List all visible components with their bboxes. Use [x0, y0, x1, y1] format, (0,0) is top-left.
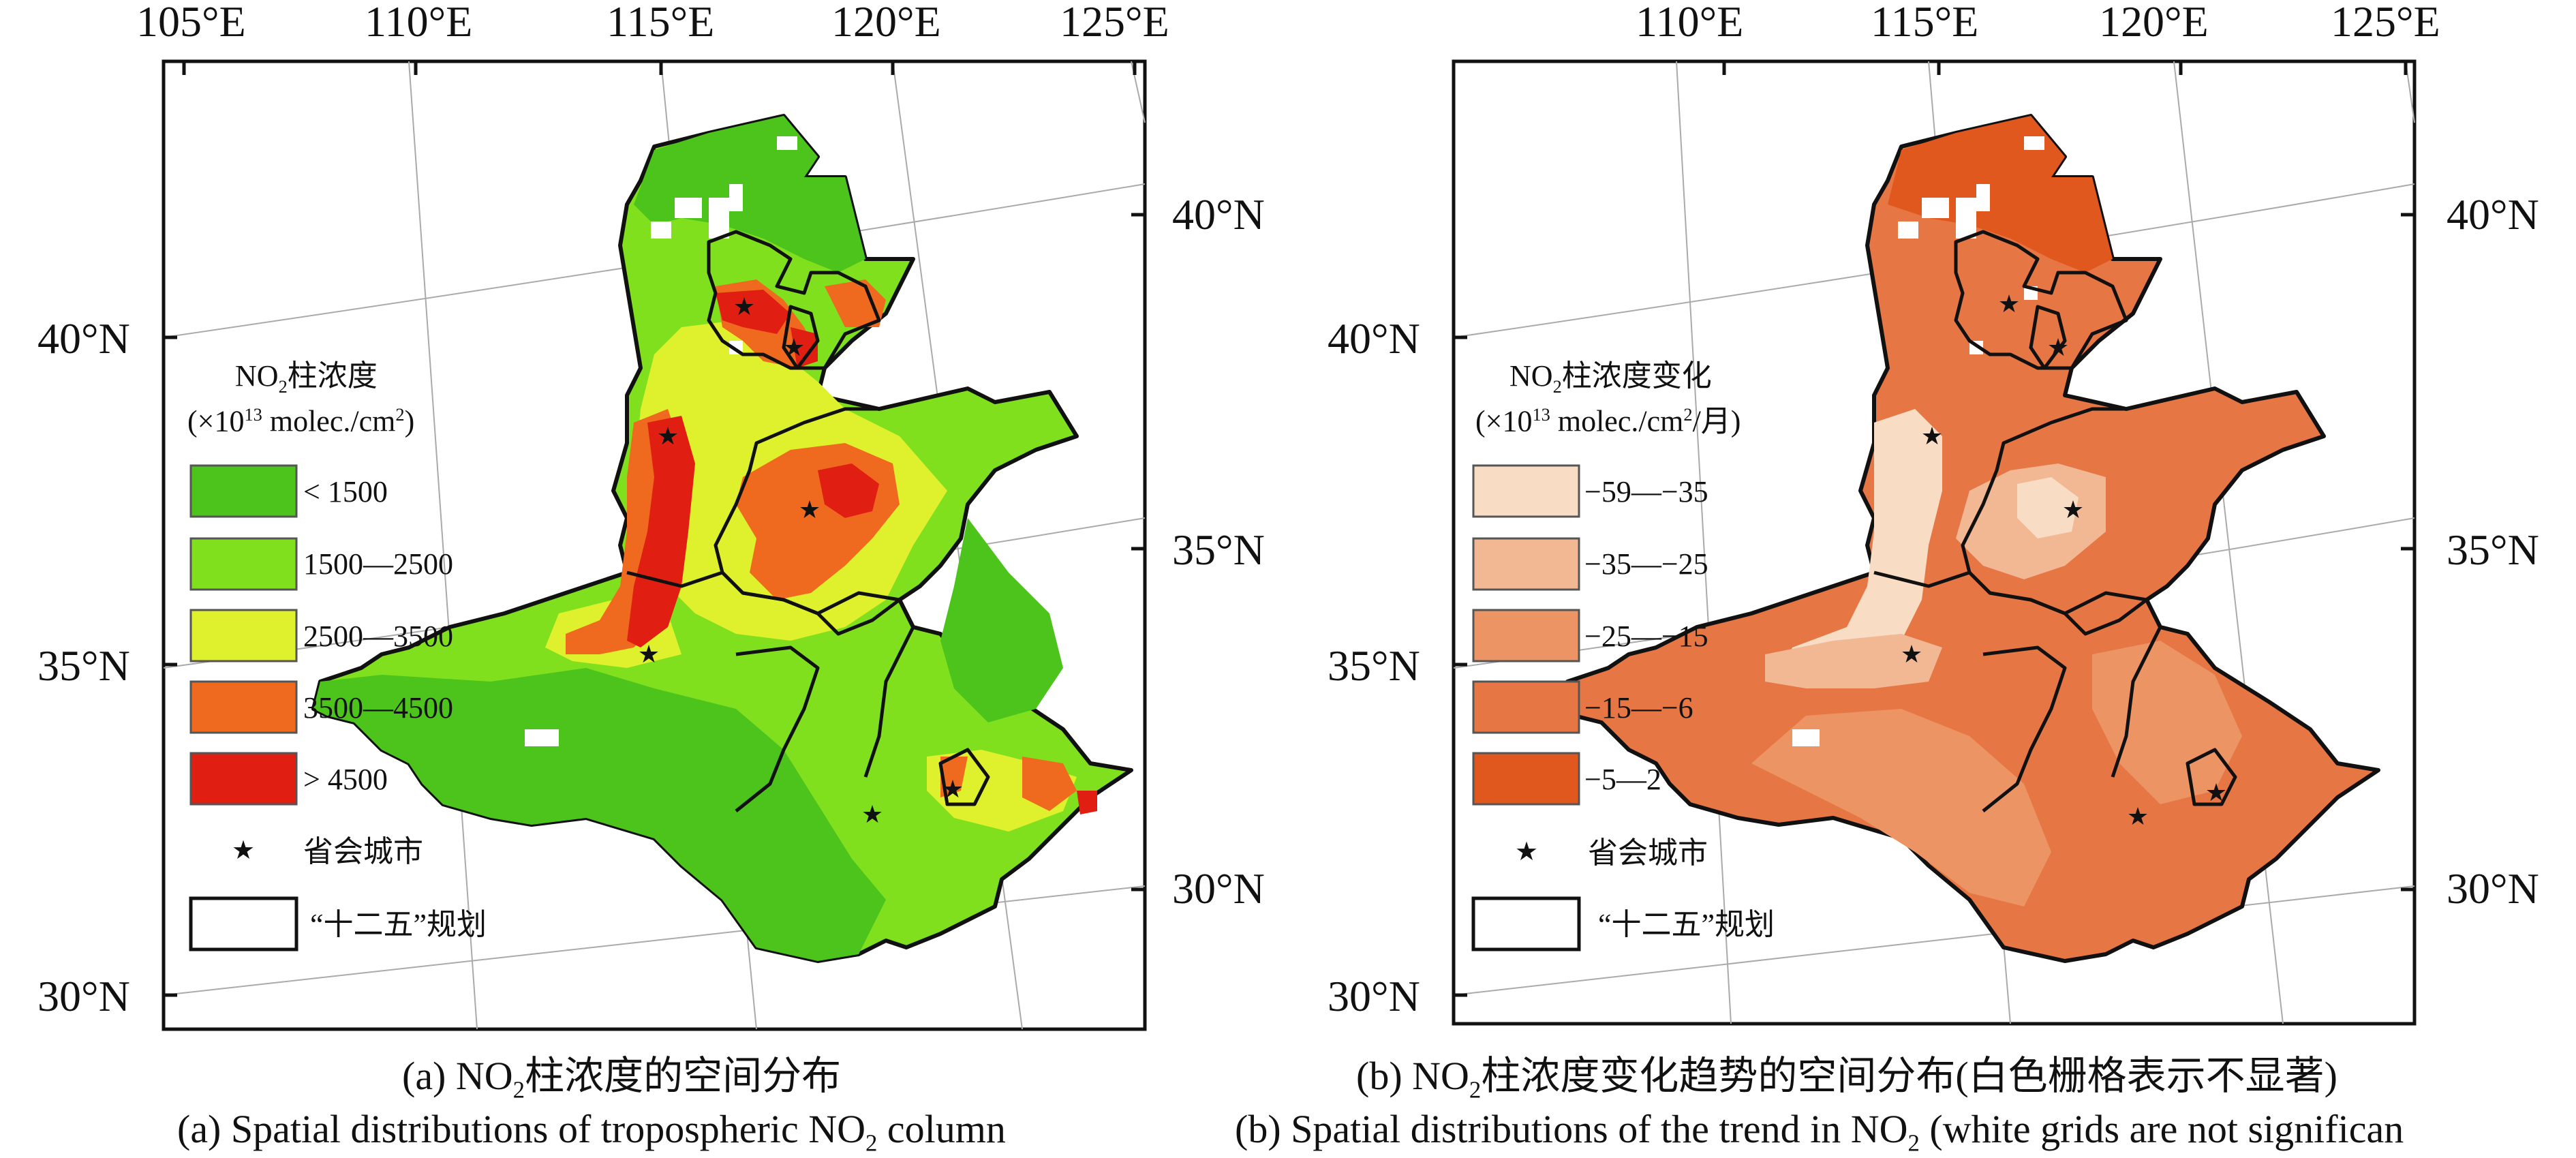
legend-label-b: −35—−25 [1584, 547, 1708, 581]
city-star-b: ★ [2127, 803, 2149, 830]
city-star-a: ★ [657, 423, 679, 450]
orange-ne-a [825, 279, 886, 327]
lon-label-a: 120°E [831, 0, 941, 46]
orange-far-se-a [1022, 757, 1077, 811]
red-west-a [627, 416, 695, 647]
legend-label-a: 2500—3500 [303, 620, 453, 653]
light-west-b [1779, 409, 1942, 682]
legend-city-label-b: 省会城市 [1588, 836, 1708, 870]
orange-se-a [940, 757, 968, 797]
east-dark-green-a [940, 518, 1063, 722]
map-panel-b: ★ ★ ★ ★ ★ ★ ★ ★ [1452, 59, 2417, 1026]
legend-swatch-b-0 [1472, 464, 1580, 518]
mid-east-b [2092, 641, 2242, 804]
lat-label-left-b: 40°N [1328, 314, 1420, 363]
ticks-b [1454, 61, 2414, 997]
red-central-a [818, 463, 879, 518]
legend-plan-label-b: “十二五”规划 [1598, 908, 1775, 941]
light-center-b [2017, 477, 2079, 538]
legend-label-a: < 1500 [303, 475, 388, 508]
city-star-b: ★ [1921, 423, 1943, 450]
legend-swatches-a [189, 464, 298, 951]
lat-label-left-a: 30°N [37, 972, 130, 1020]
legend-label-a: > 4500 [303, 763, 388, 796]
legend-title-b: NO2柱浓度变化 [1509, 359, 1712, 397]
lat-label-right-a: 35°N [1172, 525, 1265, 574]
lon-label-b: 110°E [1636, 0, 1744, 46]
lat-label-right-a: 30°N [1172, 864, 1265, 913]
legend-plan-box-a [189, 896, 298, 951]
lat-label-left-b: 35°N [1328, 641, 1420, 690]
legend-swatch-a-3 [189, 680, 298, 734]
city-star-b: ★ [2205, 779, 2227, 806]
lat-label-left-a: 40°N [37, 314, 130, 363]
legend-label-b: −5—2 [1584, 763, 1661, 796]
city-stars-a: ★ ★ ★ ★ ★ ★ ★ [638, 293, 964, 828]
lon-label-b: 120°E [2099, 0, 2209, 46]
red-tianjin-a [791, 327, 818, 368]
legend-city-label-a: 省会城市 [303, 835, 423, 868]
south-dark-green-a [313, 668, 886, 961]
red-beijing-a [716, 290, 791, 334]
legend-label-b: −25—−15 [1584, 620, 1708, 653]
light-band-b [1765, 634, 1942, 688]
province-borders-b [1873, 230, 2326, 812]
caption-zh-a: (a) NO2柱浓度的空间分布 [402, 1054, 842, 1103]
legend-swatch-a-2 [189, 609, 298, 662]
legend-swatch-b-1 [1472, 537, 1580, 591]
lon-label-b: 115°E [1871, 0, 1979, 46]
dark-orange-north-b [1888, 116, 2113, 273]
lat-label-left-b: 30°N [1328, 972, 1420, 1020]
city-star-a: ★ [638, 641, 660, 668]
white-gaps-b [1792, 136, 2044, 746]
legend-swatch-a-1 [189, 537, 298, 591]
lat-label-right-b: 40°N [2447, 190, 2539, 239]
lat-label-right-b: 30°N [2447, 864, 2539, 913]
north-dark-green-a [634, 116, 865, 273]
legend-swatch-a-4 [189, 752, 298, 806]
map-panel-a: ★ ★ ★ ★ ★ ★ ★ ★ [162, 59, 1147, 1031]
legend-plan-label-a: “十二五”规划 [310, 908, 487, 941]
city-star-a: ★ [942, 776, 964, 803]
red-coast-a [1077, 791, 1097, 814]
lat-label-left-a: 35°N [37, 641, 130, 690]
caption-en-b: (b) Spatial distributions of the trend i… [1235, 1107, 2404, 1157]
city-star-b: ★ [2062, 496, 2084, 523]
city-star-b: ★ [1901, 641, 1922, 668]
legend-unit-b: (×1013 molec./cm2/月) [1475, 404, 1741, 438]
lon-label-a: 105°E [136, 0, 246, 46]
city-star-a: ★ [799, 496, 821, 523]
legend-swatch-b-2 [1472, 609, 1580, 662]
legend-swatch-b-4 [1472, 752, 1580, 806]
city-star-a: ★ [783, 334, 805, 361]
ticks-a [164, 61, 1145, 997]
legend-label-a: 3500—4500 [303, 691, 453, 725]
lon-label-a: 115°E [607, 0, 715, 46]
legend-swatches-b [1471, 464, 1581, 951]
lon-label-a: 110°E [365, 0, 473, 46]
caption-zh-b: (b) NO2柱浓度变化趋势的空间分布(白色栅格表示不显著) [1356, 1054, 2337, 1103]
legend-label-b: −59—−35 [1584, 475, 1708, 508]
lon-label-b: 125°E [2331, 0, 2440, 46]
legend-city-star-icon-b: ★ [1515, 838, 1538, 866]
legend-city-star-icon-a: ★ [232, 836, 255, 865]
lat-label-right-a: 40°N [1172, 190, 1265, 239]
caption-en-a: (a) Spatial distributions of tropospheri… [177, 1107, 1006, 1157]
lat-label-right-b: 35°N [2447, 525, 2539, 574]
city-star-a: ★ [861, 801, 883, 828]
legend-swatch-a-0 [189, 464, 298, 518]
legend-label-a: 1500—2500 [303, 547, 453, 581]
legend-title-a: NO2柱浓度 [235, 359, 378, 397]
legend-plan-box-b [1471, 896, 1581, 951]
city-star-b: ★ [1998, 290, 2020, 318]
city-star-a: ★ [733, 293, 755, 320]
legend-swatch-b-3 [1472, 680, 1580, 734]
lon-label-a: 125°E [1060, 0, 1169, 46]
legend-label-b: −15—−6 [1584, 691, 1693, 725]
city-stars-b: ★ ★ ★ ★ ★ ★ ★ [1901, 290, 2227, 830]
province-borders-a [626, 230, 1079, 812]
legend-unit-a: (×1013 molec./cm2) [187, 404, 415, 438]
mid-south-b [1751, 709, 2051, 906]
city-star-b: ★ [2047, 334, 2069, 361]
